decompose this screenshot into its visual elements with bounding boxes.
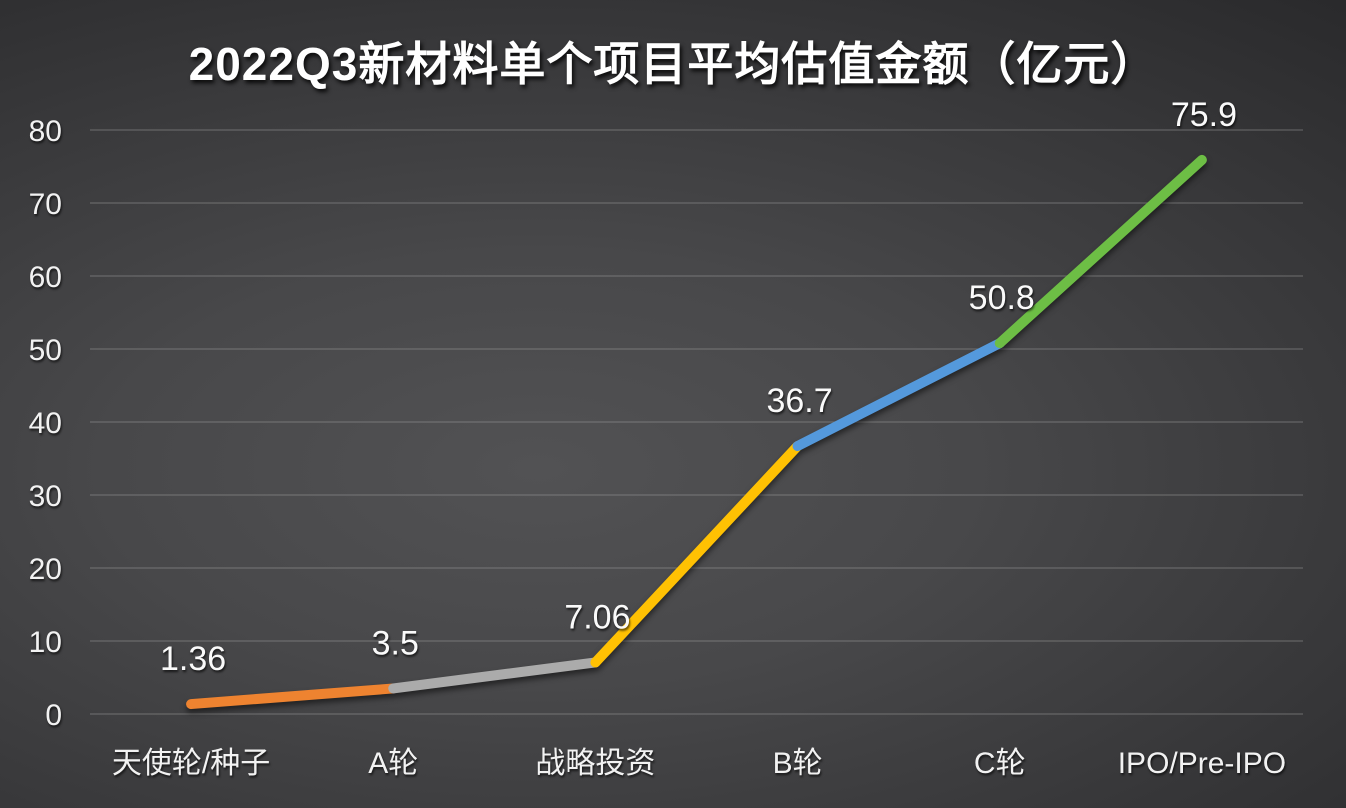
y-axis-tick-label: 30 [29, 480, 62, 513]
y-axis-tick-label: 80 [29, 115, 62, 148]
x-axis-label: IPO/Pre-IPO [1118, 747, 1286, 780]
gridlines [90, 129, 1303, 715]
x-axis-labels: 天使轮/种子 A轮 战略投资 B轮 C轮 IPO/Pre-IPO [112, 747, 1286, 780]
x-axis-label: 天使轮/种子 [112, 747, 270, 780]
y-axis-tick-label: 50 [29, 334, 62, 367]
data-label: 1.36 [160, 640, 226, 678]
chart-title: 2022Q3新材料单个项目平均估值金额（亿元） [188, 38, 1158, 90]
line-segment-4 [792, 338, 1005, 452]
line-segment-5 [994, 154, 1207, 349]
y-axis-tick-label: 20 [29, 553, 62, 586]
line-segment-1 [186, 683, 399, 710]
y-axis-tick-label: 10 [29, 626, 62, 659]
x-axis-label: C轮 [974, 747, 1026, 780]
data-label: 50.8 [969, 279, 1035, 317]
x-axis-label: B轮 [773, 747, 823, 780]
line-series [186, 154, 1207, 710]
x-axis-label: A轮 [368, 747, 418, 780]
y-axis-labels: 0 10 20 30 40 50 60 70 80 [29, 115, 62, 732]
y-axis-tick-label: 40 [29, 407, 62, 440]
data-label: 75.9 [1171, 96, 1237, 134]
y-axis-tick-label: 0 [45, 699, 62, 732]
line-segment-3 [590, 441, 803, 668]
data-label: 36.7 [766, 382, 832, 420]
data-label: 3.5 [372, 624, 419, 662]
x-axis-label: 战略投资 [535, 747, 655, 780]
line-segment-2 [388, 657, 601, 694]
data-label: 7.06 [564, 598, 630, 636]
y-axis-tick-label: 60 [29, 261, 62, 294]
data-labels: 1.36 3.5 7.06 36.7 50.8 75.9 [160, 96, 1237, 678]
y-axis-tick-label: 70 [29, 188, 62, 221]
